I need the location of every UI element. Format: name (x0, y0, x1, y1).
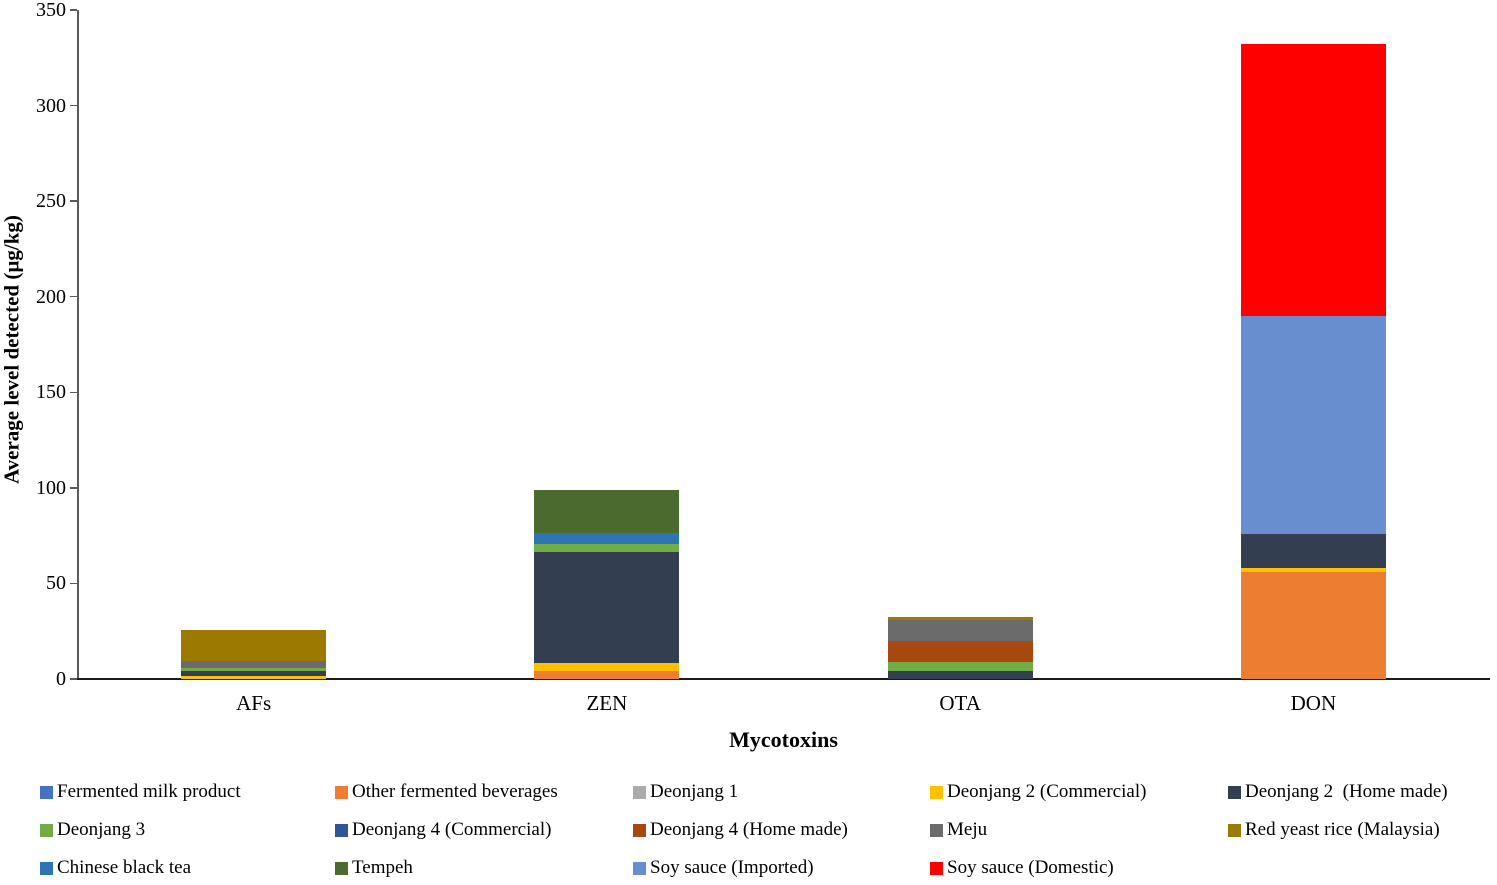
legend-swatch-icon (930, 823, 943, 837)
legend-label: Soy sauce (Domestic) (947, 857, 1114, 878)
y-tick-mark (70, 487, 77, 489)
bar-segment-OTA-deonjang-2-home-made- (887, 671, 1033, 679)
legend-item-soy-sauce-imported-: Soy sauce (Imported) (633, 857, 814, 879)
legend-item-deonjang-2-home-made-: Deonjang 2 (Home made) (1228, 781, 1448, 803)
bar-segment-AFs-red-yeast-rice-malaysia- (181, 630, 327, 661)
bar-segment-AFs-deonjang-2-home-made- (181, 671, 327, 677)
legend-item-chinese-black-tea: Chinese black tea (40, 857, 191, 879)
y-tick-mark (70, 295, 77, 298)
x-category-label-ota: OTA (939, 691, 981, 715)
legend-swatch-icon (335, 785, 348, 799)
y-tick-label: 100 (36, 476, 66, 499)
bar-segment-AFs-meju (181, 660, 327, 668)
legend-swatch-icon (633, 861, 646, 875)
legend-swatch-icon (1228, 785, 1241, 799)
x-axis-line (76, 678, 1490, 680)
y-axis-title: Average level detected (µg/kg) (0, 215, 24, 484)
legend-item-deonjang-3: Deonjang 3 (40, 819, 145, 841)
legend-label: Deonjang 2 (Home made) (1245, 781, 1448, 802)
legend-swatch-icon (633, 823, 646, 837)
y-tick-label: 150 (36, 381, 66, 404)
y-tick-mark (70, 200, 77, 202)
legend-label: Red yeast rice (Malaysia) (1245, 819, 1440, 840)
bar-segment-ZEN-deonjang-3 (534, 544, 680, 552)
bar-segment-OTA-red-yeast-rice-malaysia- (887, 616, 1033, 620)
legend-swatch-icon (930, 785, 943, 799)
legend-item-other-fermented-beverages: Other fermented beverages (335, 781, 558, 803)
x-axis-title: Mycotoxins (729, 727, 838, 752)
legend-swatch-icon (335, 823, 348, 837)
legend-item-red-yeast-rice-malaysia-: Red yeast rice (Malaysia) (1228, 819, 1440, 841)
legend-item-soy-sauce-domestic-: Soy sauce (Domestic) (930, 857, 1114, 879)
bar-segment-DON-deonjang-2-home-made- (1240, 533, 1386, 569)
y-tick-label: 50 (46, 572, 66, 595)
legend-swatch-icon (335, 861, 348, 875)
legend-label: Chinese black tea (57, 857, 192, 878)
bar-segment-ZEN-chinese-black-tea (534, 532, 680, 545)
legend-item-deonjang-1: Deonjang 1 (633, 781, 738, 803)
legend-item-meju: Meju (930, 819, 987, 841)
bar-segment-DON-deonjang-2-commercial- (1240, 568, 1386, 572)
bar-segment-DON-soy-sauce-imported- (1240, 315, 1386, 534)
legend-item-deonjang-2-commercial-: Deonjang 2 (Commercial) (930, 781, 1146, 803)
legend-label: Other fermented beverages (352, 781, 558, 802)
bar-segment-AFs-deonjang-2-commercial- (181, 676, 327, 679)
legend-label: Deonjang 4 (Commercial) (352, 819, 552, 840)
bar-segment-OTA-deonjang-4-home-made- (887, 640, 1033, 662)
bar-segment-DON-soy-sauce-domestic- (1240, 44, 1386, 316)
legend-swatch-icon (930, 861, 943, 875)
legend-swatch-icon (40, 861, 53, 875)
bar-segment-ZEN-tempeh (534, 489, 680, 533)
bar-segment-OTA-deonjang-3 (887, 661, 1033, 672)
legend-label: Soy sauce (Imported) (650, 857, 814, 878)
legend-swatch-icon (1228, 823, 1241, 837)
y-tick-mark (70, 104, 77, 107)
bar-segment-ZEN-deonjang-2-commercial- (534, 662, 680, 672)
legend-label: Deonjang 4 (Home made) (650, 819, 848, 840)
bar-segment-ZEN-other-fermented-beverages (534, 671, 680, 679)
legend-label: Deonjang 1 (650, 781, 739, 802)
y-tick-label: 250 (36, 190, 66, 213)
bar-segment-ZEN-deonjang-2-home-made- (534, 551, 680, 663)
legend-item-deonjang-4-commercial-: Deonjang 4 (Commercial) (335, 819, 551, 841)
y-tick-label: 350 (36, 0, 66, 21)
legend-label: Fermented milk product (57, 781, 241, 802)
y-tick-mark (70, 9, 77, 11)
y-tick-label: 0 (56, 668, 66, 690)
x-category-label-afs: AFs (236, 691, 272, 715)
legend-label: Meju (947, 819, 988, 840)
y-tick-mark (70, 678, 77, 680)
legend-item-fermented-milk-product: Fermented milk product (40, 781, 241, 803)
bar-segment-AFs-deonjang-3 (181, 667, 327, 672)
y-tick-mark (70, 391, 77, 394)
y-tick-label: 200 (36, 285, 66, 308)
y-tick-mark (70, 582, 77, 585)
legend-label: Tempeh (352, 857, 413, 878)
legend-label: Deonjang 2 (Commercial) (947, 781, 1147, 802)
legend-swatch-icon (40, 823, 53, 837)
legend-swatch-icon (40, 785, 53, 799)
bar-segment-OTA-meju (887, 619, 1033, 641)
y-axis-line (77, 10, 79, 679)
legend-item-tempeh: Tempeh (335, 857, 413, 879)
legend-label: Deonjang 3 (57, 819, 146, 840)
y-tick-label: 300 (36, 94, 66, 117)
x-category-label-zen: ZEN (586, 691, 628, 715)
bar-segment-DON-other-fermented-beverages (1240, 571, 1386, 679)
legend-item-deonjang-4-home-made-: Deonjang 4 (Home made) (633, 819, 848, 841)
x-category-label-don: DON (1290, 691, 1337, 715)
legend-swatch-icon (633, 785, 646, 799)
